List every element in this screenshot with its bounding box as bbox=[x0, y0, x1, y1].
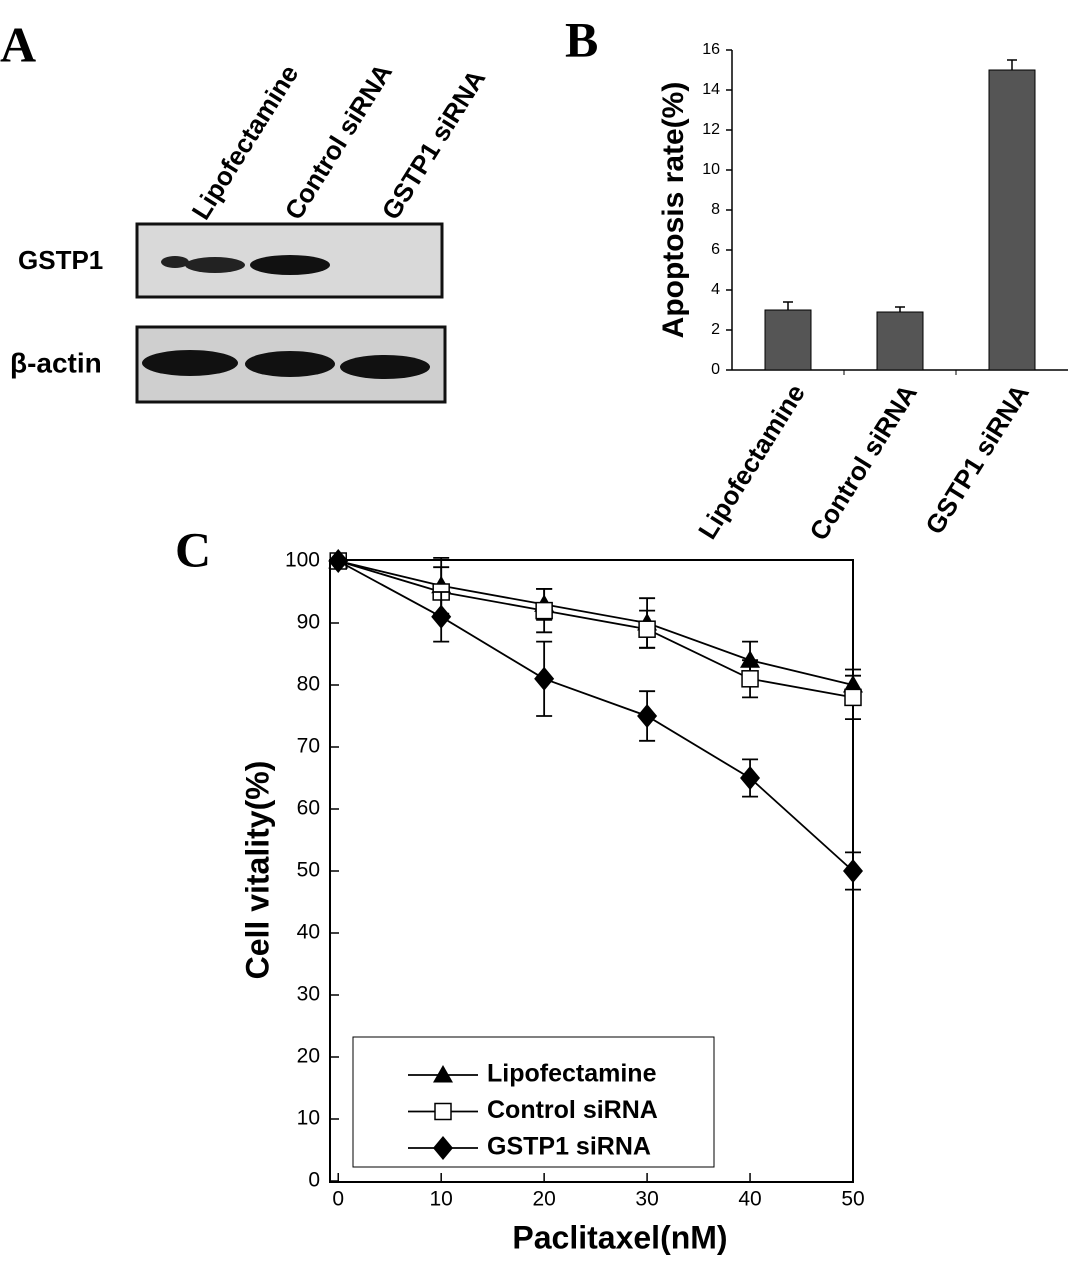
x-tick-label: 50 bbox=[841, 1188, 864, 1211]
marker bbox=[535, 601, 553, 620]
x-tick-label: 0 bbox=[332, 1188, 344, 1211]
marker bbox=[740, 650, 761, 668]
band bbox=[250, 255, 330, 275]
error-bar bbox=[783, 301, 793, 310]
lane-label: GSTP1 siRNA bbox=[375, 64, 491, 225]
y-tick-label: 12 bbox=[702, 121, 720, 138]
legend-label: Lipofectamine bbox=[487, 1060, 657, 1088]
marker bbox=[844, 688, 862, 707]
marker bbox=[843, 859, 863, 883]
x-tick-label: 40 bbox=[738, 1188, 761, 1211]
marker bbox=[433, 1065, 453, 1083]
marker bbox=[434, 1102, 452, 1121]
y-tick-label: 90 bbox=[297, 611, 320, 634]
y-tick-label: 16 bbox=[702, 41, 720, 58]
x-tick-label: 30 bbox=[635, 1188, 658, 1211]
marker bbox=[433, 1136, 453, 1160]
panel-label: C bbox=[175, 521, 211, 577]
panel-label: A bbox=[0, 16, 36, 72]
y-tick-label: 60 bbox=[297, 797, 320, 820]
marker bbox=[534, 666, 555, 691]
x-tick-label: Control siRNA bbox=[803, 379, 923, 546]
marker bbox=[328, 549, 349, 573]
x-tick-label: Lipofectamine bbox=[692, 379, 811, 544]
y-tick-label: 6 bbox=[711, 241, 720, 258]
y-tick-label: 10 bbox=[297, 1107, 320, 1130]
band bbox=[185, 257, 245, 273]
legend-box bbox=[352, 1036, 715, 1168]
band bbox=[142, 350, 238, 376]
marker bbox=[638, 620, 656, 638]
panel-label: B bbox=[565, 11, 598, 67]
legend-label: GSTP1 siRNA bbox=[487, 1133, 651, 1161]
bar bbox=[988, 69, 1036, 371]
marker bbox=[431, 604, 452, 629]
y-tick-label: 2 bbox=[711, 321, 720, 338]
y-tick-label: 40 bbox=[297, 921, 320, 944]
band bbox=[245, 351, 335, 377]
y-tick-label: 70 bbox=[297, 735, 320, 758]
y-tick-label: 30 bbox=[297, 983, 320, 1006]
line bbox=[337, 560, 854, 872]
legend-label: Control siRNA bbox=[487, 1096, 658, 1124]
marker bbox=[740, 766, 761, 790]
x-tick-label: 10 bbox=[430, 1188, 453, 1211]
row-label: β-actin bbox=[10, 347, 102, 378]
error-bar bbox=[895, 306, 905, 312]
bar bbox=[876, 311, 924, 371]
y-tick-label: 14 bbox=[702, 81, 720, 98]
y-tick-label: 8 bbox=[711, 201, 720, 218]
y-tick-label: 100 bbox=[285, 549, 320, 572]
band bbox=[340, 355, 430, 379]
y-tick-label: 10 bbox=[702, 161, 720, 178]
y-tick-label: 20 bbox=[297, 1045, 320, 1068]
y-axis-label: Apoptosis rate(%) bbox=[657, 82, 690, 339]
marker bbox=[637, 704, 658, 728]
marker bbox=[741, 670, 759, 688]
y-tick-label: 80 bbox=[297, 673, 320, 696]
y-tick-label: 0 bbox=[711, 361, 720, 378]
x-tick-label: GSTP1 siRNA bbox=[919, 379, 1035, 540]
y-axis-label: Cell vitality(%) bbox=[239, 761, 275, 980]
error-bar bbox=[1007, 59, 1017, 70]
bar bbox=[764, 309, 812, 371]
y-tick-label: 50 bbox=[297, 859, 320, 882]
x-tick-label: 20 bbox=[532, 1188, 555, 1211]
row-label: GSTP1 bbox=[18, 245, 103, 275]
y-tick-label: 0 bbox=[308, 1169, 320, 1192]
line bbox=[337, 560, 854, 699]
band bbox=[161, 256, 189, 268]
line bbox=[338, 560, 854, 686]
x-axis-label: Paclitaxel(nM) bbox=[512, 1219, 727, 1255]
y-tick-label: 4 bbox=[711, 281, 720, 298]
